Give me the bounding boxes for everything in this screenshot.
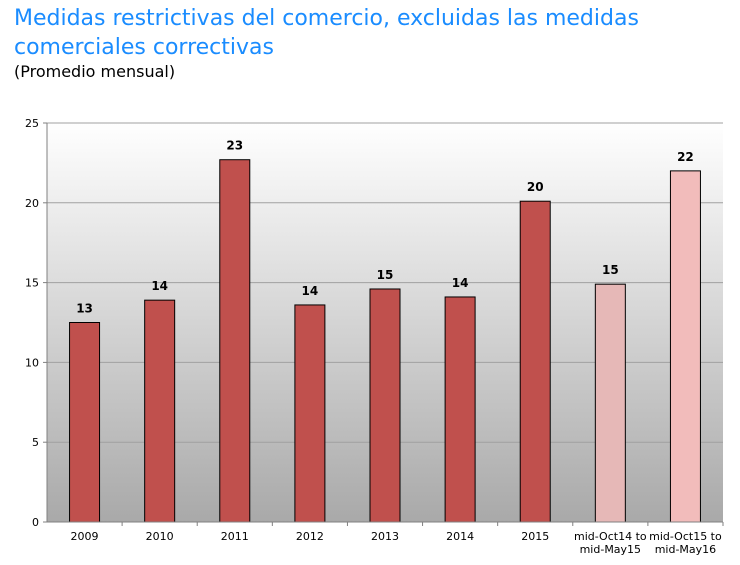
data-label: 15 xyxy=(377,268,394,282)
data-label: 13 xyxy=(76,302,93,316)
y-tick-label: 5 xyxy=(32,436,39,449)
bar xyxy=(294,304,326,523)
y-tick-label: 10 xyxy=(25,356,39,369)
x-tick-label: mid-May15 xyxy=(580,543,641,556)
x-tick-label: 2014 xyxy=(446,530,474,543)
y-tick-label: 25 xyxy=(25,117,39,130)
x-tick-label: 2012 xyxy=(296,530,324,543)
bar xyxy=(144,299,176,523)
data-label: 23 xyxy=(226,139,243,153)
x-tick-label: mid-Oct15 to xyxy=(649,530,722,543)
data-label: 14 xyxy=(151,279,168,293)
x-tick-label: 2009 xyxy=(71,530,99,543)
data-label: 20 xyxy=(527,180,544,194)
bar xyxy=(369,288,401,523)
x-tick-label: 2011 xyxy=(221,530,249,543)
x-tick-label: 2013 xyxy=(371,530,399,543)
data-label: 14 xyxy=(452,276,469,290)
data-label: 14 xyxy=(302,284,319,298)
bar xyxy=(219,159,251,523)
x-tick-label: mid-Oct14 to xyxy=(574,530,647,543)
chart-title: Medidas restrictivas del comercio, exclu… xyxy=(14,6,639,60)
x-axis: 2009 2010 2011 2012 2013 2014 2015 mid-Oct14 to… xyxy=(47,521,724,556)
y-tick-label: 15 xyxy=(25,277,39,290)
data-labels: 13 14 23 14 15 14 20 15 22 xyxy=(76,139,694,316)
bar xyxy=(519,200,551,523)
bars xyxy=(69,159,701,523)
chart-subtitle: (Promedio mensual) xyxy=(14,62,176,81)
x-tick-label: 2015 xyxy=(521,530,549,543)
data-label: 22 xyxy=(677,150,694,164)
x-tick-label: 2010 xyxy=(146,530,174,543)
y-tick-label: 20 xyxy=(25,197,39,210)
y-axis: 0 5 10 15 20 25 xyxy=(25,117,48,529)
bar xyxy=(669,170,701,523)
y-tick-label: 0 xyxy=(32,516,39,529)
data-label: 15 xyxy=(602,263,619,277)
x-tick-label: mid-May16 xyxy=(655,543,716,556)
bar xyxy=(444,296,476,523)
bar xyxy=(594,283,626,523)
bar xyxy=(69,322,101,523)
